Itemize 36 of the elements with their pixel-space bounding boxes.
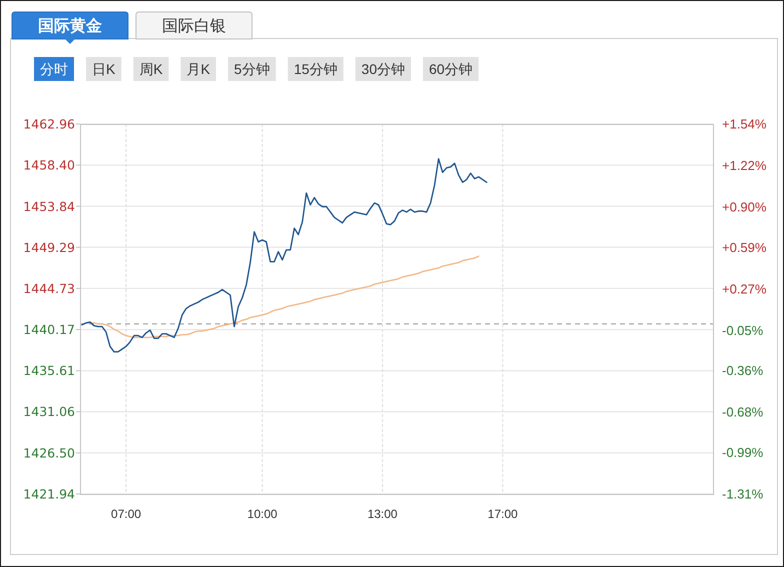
x-tick-label: 10:00 (247, 507, 278, 521)
y-tick-label: 1462.96 (23, 116, 76, 132)
y2-tick-label: -0.36% (722, 363, 764, 378)
y-tick-label: 1431.06 (23, 404, 76, 420)
y-tick-label: 1453.84 (23, 198, 76, 214)
y2-tick-label: +0.27% (722, 281, 767, 296)
y2-tick-label: -0.05% (722, 322, 764, 338)
chart-title: 国际黄金 (38, 17, 102, 35)
y-tick-label: 1435.61 (23, 363, 75, 378)
line-series (81, 158, 488, 353)
y2-tick-label: +0.90% (722, 200, 767, 215)
x-tick-label: 17:00 (488, 507, 518, 521)
x-tick-label: 07:00 (111, 507, 142, 521)
y-tick-label: 1440.17 (23, 322, 75, 338)
button: 周K (133, 57, 169, 81)
tab-selected: 国际黄金 (12, 12, 128, 44)
button-selected: 分时 (34, 57, 74, 81)
y2-tick-label: +0.59% (722, 240, 767, 255)
y-tick-label: 1421.94 (23, 486, 76, 502)
button: 60分钟 (422, 57, 479, 81)
button: 月K (180, 57, 216, 81)
x-tick-label: 13:00 (367, 507, 398, 521)
y-tick-label: 1426.50 (23, 445, 76, 460)
button: 30分钟 (355, 57, 411, 81)
y2-tick-label: +1.54% (722, 116, 767, 132)
button: 5分钟 (228, 57, 276, 81)
y-tick-label: 1444.73 (23, 280, 75, 296)
y2-tick-label: -0.68% (722, 404, 764, 420)
y2-tick-label: -1.31% (722, 486, 764, 502)
button: 日K (86, 57, 122, 81)
y2-tick-label: -0.99% (722, 444, 764, 460)
y2-tick-label: +1.22% (722, 158, 767, 174)
y-tick-label: 1449.29 (23, 240, 76, 255)
button: 15分钟 (288, 57, 344, 81)
y-tick-label: 1458.40 (23, 158, 76, 173)
tab: 国际白银 (136, 12, 252, 40)
